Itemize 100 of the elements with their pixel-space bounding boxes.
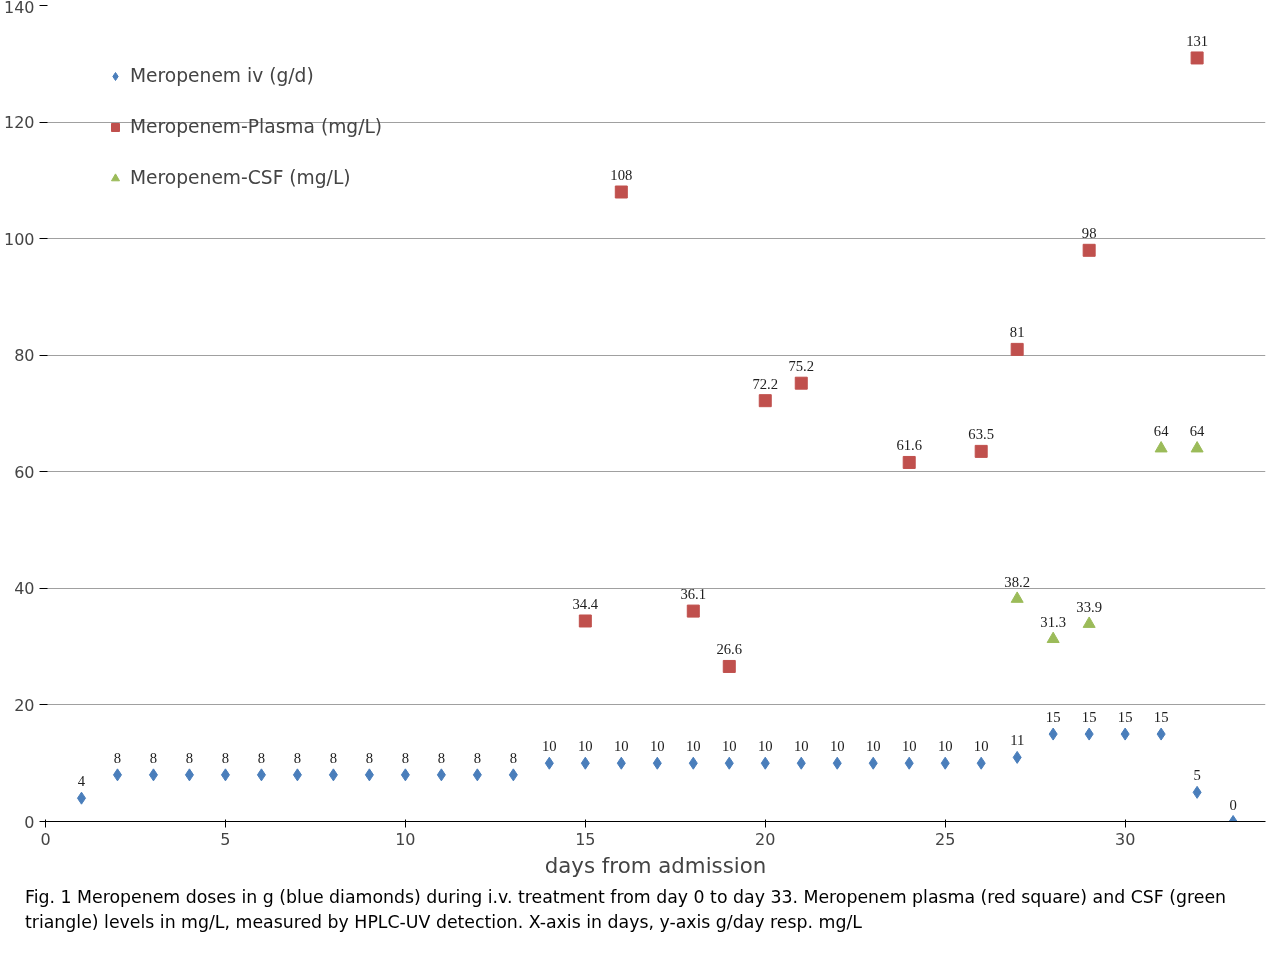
data-label: 98 xyxy=(1081,225,1097,242)
point xyxy=(436,768,446,782)
data-label: 0 xyxy=(1229,796,1237,813)
point xyxy=(1156,727,1166,741)
data-label: 38.2 xyxy=(1004,573,1031,590)
data-label: 10 xyxy=(577,738,593,755)
data-label: 8 xyxy=(149,749,158,766)
point xyxy=(76,791,86,805)
data-label: 81 xyxy=(1009,324,1025,341)
data-label: 10 xyxy=(721,738,737,755)
point xyxy=(256,768,266,782)
point xyxy=(508,768,518,782)
data-label: 131 xyxy=(1186,32,1209,49)
data-label: 4 xyxy=(77,773,86,790)
data-label: 8 xyxy=(473,749,482,766)
data-label: 33.9 xyxy=(1076,598,1102,615)
point xyxy=(1048,727,1058,741)
data-label: 63.5 xyxy=(968,426,995,443)
data-label: 72.2 xyxy=(752,375,779,392)
legend-label: Meropenem-CSF (mg/L) xyxy=(130,167,351,188)
data-label: 15 xyxy=(1153,709,1169,726)
data-label: 10 xyxy=(685,738,701,755)
data-label: 10 xyxy=(649,738,665,755)
data-label: 10 xyxy=(865,738,881,755)
data-label: 15 xyxy=(1045,709,1061,726)
data-label: 8 xyxy=(113,749,122,766)
point xyxy=(1082,243,1096,257)
point xyxy=(1190,441,1204,453)
data-label: 15 xyxy=(1081,709,1097,726)
data-label: 10 xyxy=(973,738,989,755)
x-tick-label: 10 xyxy=(395,829,416,849)
x-tick-label: 0 xyxy=(40,829,51,849)
y-tick-label: 40 xyxy=(14,579,35,599)
data-label: 10 xyxy=(829,738,845,755)
x-axis-title: days from admission xyxy=(544,852,767,878)
point xyxy=(544,756,554,770)
point xyxy=(902,455,916,469)
point xyxy=(1192,785,1202,799)
data-label: 31.3 xyxy=(1040,614,1066,631)
y-tick-label: 100 xyxy=(3,229,35,249)
point xyxy=(974,444,988,458)
point xyxy=(1120,727,1130,741)
data-label: 8 xyxy=(293,749,302,766)
data-label: 36.1 xyxy=(680,586,707,603)
point xyxy=(868,756,878,770)
legend-label: Meropenem iv (g/d) xyxy=(130,65,314,86)
data-label: 15 xyxy=(1117,709,1133,726)
data-label: 26.6 xyxy=(716,641,743,658)
x-tick-label: 20 xyxy=(755,829,776,849)
data-label: 8 xyxy=(185,749,194,766)
y-tick-label: 80 xyxy=(14,346,35,366)
point xyxy=(1154,441,1168,453)
point xyxy=(724,756,734,770)
point xyxy=(760,756,770,770)
point xyxy=(722,659,736,673)
point xyxy=(976,756,986,770)
y-tick-label: 60 xyxy=(14,462,35,482)
data-label: 10 xyxy=(937,738,953,755)
x-tick-label: 30 xyxy=(1114,829,1136,849)
y-tick-label: 120 xyxy=(3,113,35,133)
data-label: 10 xyxy=(542,738,557,755)
data-label: 64 xyxy=(1189,423,1206,440)
point xyxy=(904,756,914,770)
y-tick-label: 20 xyxy=(14,695,35,715)
data-label: 8 xyxy=(221,749,230,766)
point xyxy=(472,768,482,782)
point xyxy=(1082,616,1096,628)
point xyxy=(794,376,808,390)
point xyxy=(364,768,374,782)
data-label: 11 xyxy=(1010,732,1025,749)
point xyxy=(1010,591,1024,603)
point xyxy=(148,768,158,782)
point xyxy=(1190,51,1204,65)
data-label: 8 xyxy=(509,749,518,766)
point xyxy=(686,604,700,618)
point xyxy=(1010,342,1024,356)
point xyxy=(400,768,410,782)
point xyxy=(688,756,698,770)
point xyxy=(1084,727,1094,741)
point xyxy=(220,768,230,782)
data-label: 34.4 xyxy=(572,596,599,612)
y-tick-label: 140 xyxy=(3,0,35,17)
data-label: 8 xyxy=(365,749,374,766)
data-label: 108 xyxy=(610,167,633,184)
x-tick-label: 25 xyxy=(935,829,956,849)
x-tick-label: 5 xyxy=(220,829,231,849)
data-label: 5 xyxy=(1193,767,1201,784)
data-label: 10 xyxy=(901,738,917,755)
point xyxy=(112,768,122,782)
point xyxy=(580,756,590,770)
point xyxy=(796,756,806,770)
data-label: 8 xyxy=(437,749,446,766)
x-tick-label: 15 xyxy=(575,829,596,849)
data-label: 8 xyxy=(401,749,410,766)
point xyxy=(940,756,950,770)
data-label: 10 xyxy=(757,738,773,755)
point xyxy=(758,394,772,408)
data-label: 10 xyxy=(793,738,809,755)
data-label: 8 xyxy=(257,749,266,766)
data-label: 64 xyxy=(1153,423,1170,440)
